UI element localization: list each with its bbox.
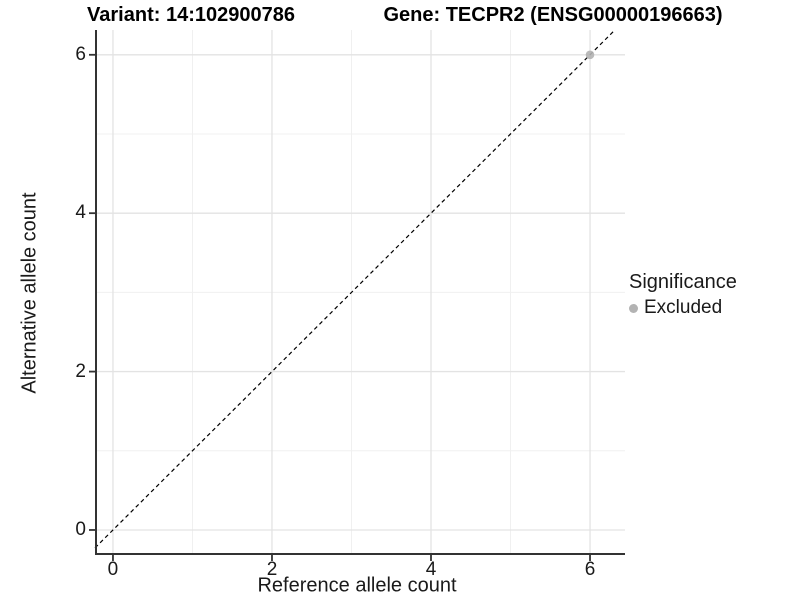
y-axis-title: Alternative allele count	[18, 192, 41, 394]
y-axis-tick-labels: 0 2 4 6	[52, 30, 86, 555]
plot-canvas	[89, 29, 625, 561]
data-point	[585, 50, 595, 60]
x-tick-label: 4	[425, 559, 437, 580]
x-tick-label: 2	[266, 559, 278, 580]
identity-reference-line	[94, 29, 616, 549]
legend-title: Significance	[629, 271, 737, 293]
y-tick-label: 6	[75, 43, 86, 65]
y-tick-label: 4	[75, 202, 86, 224]
legend-items: Excluded	[629, 297, 799, 319]
legend-point-icon	[629, 303, 638, 313]
variant-title: Variant: 14:102900786	[87, 4, 295, 26]
y-tick-label: 2	[75, 360, 86, 382]
y-tick-label: 0	[75, 518, 86, 540]
x-axis-title: Reference allele count	[257, 574, 457, 597]
gene-title: Gene: TECPR2 (ENSG00000196663)	[383, 4, 723, 26]
legend-item: Excluded	[629, 297, 799, 319]
legend-label: Excluded	[644, 297, 723, 318]
legend: Significance Excluded	[629, 271, 799, 319]
x-tick-label: 6	[584, 559, 596, 580]
x-tick-label: 0	[107, 559, 119, 580]
x-axis-tick-labels: 0 2 4 6	[95, 559, 625, 581]
plot-panel	[89, 29, 625, 561]
